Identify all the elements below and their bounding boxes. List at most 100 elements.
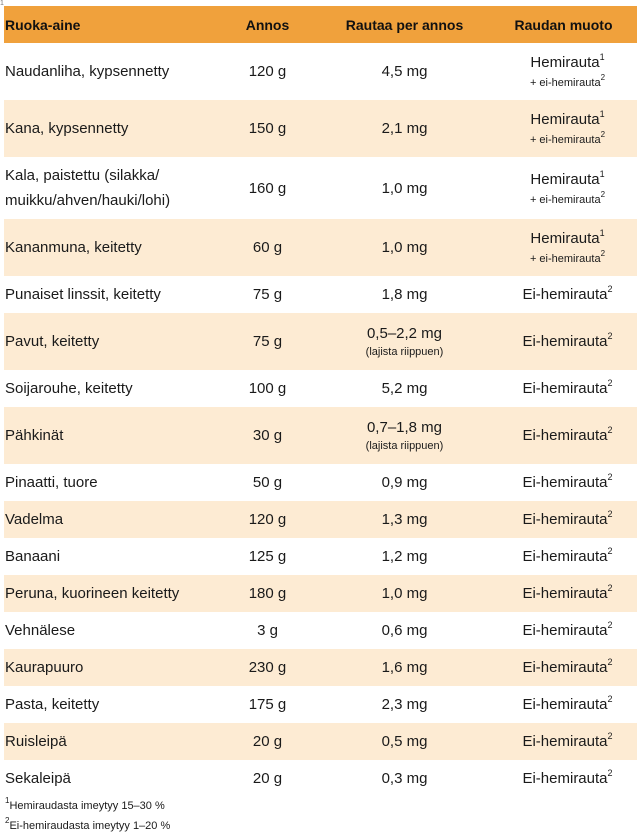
footnote-heme: 1Hemiraudasta imeytyy 15–30 % [5,796,170,816]
iron-amount: 1,2 mg [381,548,428,565]
iron-amount: 1,0 mg [381,179,428,197]
cell-iron-form: Ei-hemirauta2 [490,538,637,575]
cell-iron-form: Ei-hemirauta2 [490,760,637,797]
iron-form: Ei-hemirauta2 [498,285,637,304]
food-name: Naudanliha, kypsennetty [5,63,170,80]
footnote-heme-marker: 1 [5,796,10,806]
iron-form: Ei-hemirauta2 [498,378,637,398]
iron-form-label: Ei-hemirauta [522,333,608,350]
cell-food: Ruisleipä [4,723,216,760]
iron-form-footnote-marker: 1 [599,52,605,62]
cell-iron-form: Hemirauta1 + ei-hemirauta2 [490,157,637,219]
iron-form-label: Ei-hemirauta [522,286,608,303]
iron-amount: 0,9 mg [381,474,428,491]
iron-amount: 0,5 mg [381,733,428,750]
table-body: Naudanliha, kypsennetty 120 g 4,5 mg Hemira… [4,43,637,797]
iron-form: Hemirauta1 [498,110,637,129]
table-row: Sekaleipä 20 g 0,3 mg Ei-hemirauta2 [4,760,637,797]
food-name: Peruna, kuorineen keitetty [5,585,180,602]
cell-food: Pähkinät [4,407,216,464]
iron-form-label: Ei-hemirauta [522,770,608,787]
iron-form: Ei-hemirauta2 [498,332,637,351]
iron-form-extra-label: + ei-hemirauta [529,77,601,89]
iron-form-footnote-marker: 2 [607,472,613,482]
iron-form: Ei-hemirauta2 [498,621,637,640]
iron-form-extra-footnote-marker: 2 [600,73,606,83]
table-row: Soijarouhe, keitetty 100 g 5,2 mg Ei-hemira… [4,370,637,407]
cell-iron: 0,9 mg [319,464,490,501]
iron-form-footnote-marker: 2 [607,657,613,667]
table-row: Banaani 125 g 1,2 mg Ei-hemirauta2 [4,538,637,575]
cell-portion: 50 g [252,474,283,491]
table-row: Kala, paistettu (silakka/ muikku/ahven/h… [4,157,637,219]
table-row: Kana, kypsennetty 150 g 2,1 mg Hemirauta1 + … [4,100,637,157]
food-name: Pasta, keitetty [5,696,100,713]
cell-food: Naudanliha, kypsennetty [4,43,216,100]
iron-content-table: Ruoka-aine Annos Rautaa per annos Raudan… [4,6,637,797]
iron-form-footnote-marker: 2 [607,425,613,435]
food-name: Pinaatti, tuore [5,474,98,491]
iron-form-extra-label: + ei-hemirauta [529,253,601,265]
iron-form-footnote-marker: 2 [607,546,613,556]
cell-portion: 75 g [252,286,283,303]
iron-form-footnote-marker: 2 [607,378,613,388]
iron-form-footnote-marker: 1 [599,168,605,179]
cell-iron: 2,1 mg [319,100,490,157]
cell-iron: 0,3 mg [319,760,490,797]
iron-amount: 0,7–1,8 mg [366,419,443,436]
table-row: Vehnälese 3 g 0,6 mg Ei-hemirauta2 [4,612,637,649]
iron-amount: 2,3 mg [381,696,428,713]
iron-amount: 1,3 mg [381,511,428,528]
food-name: Pähkinät [5,427,64,444]
iron-form-extra-footnote-marker: 2 [600,249,606,259]
cell-food: Banaani [4,538,216,575]
iron-form: Ei-hemirauta2 [498,657,637,677]
cell-iron: 1,0 mg [319,157,490,219]
cell-iron: 2,3 mg [319,686,490,723]
iron-form-extra: + ei-hemirauta2 [498,74,637,89]
table-row: Vadelma 120 g 1,3 mg Ei-hemirauta2 [4,501,637,538]
iron-amount: 1,8 mg [381,286,428,303]
cell-food: Sekaleipä [4,760,216,797]
cell-iron-form: Ei-hemirauta2 [490,370,637,407]
cell-iron-form: Hemirauta1 + ei-hemirauta2 [490,43,637,100]
cell-iron: 1,3 mg [319,501,490,538]
cell-iron: 0,6 mg [319,612,490,649]
iron-form: Ei-hemirauta2 [498,732,637,751]
iron-form-extra-footnote-marker: 2 [600,189,606,199]
cell-iron: 1,2 mg [319,538,490,575]
cell-food: Kana, kypsennetty [4,100,216,157]
iron-form-label: Ei-hemirauta [522,733,608,750]
cell-iron-form: Ei-hemirauta2 [490,407,637,464]
food-name: Vadelma [5,511,64,528]
cell-iron: 4,5 mg [319,43,490,100]
footnote-non-heme-text: Ei-hemiraudasta imeytyy 1–20 % [9,820,171,832]
iron-form-label: Ei-hemirauta [522,585,608,602]
iron-form: Ei-hemirauta2 [498,425,637,445]
food-name: Kaurapuuro [5,659,84,676]
cell-portion: 100 g [248,380,287,397]
iron-form-label: Ei-hemirauta [522,474,608,491]
corner-mark: 1 [0,0,4,7]
iron-form-footnote-marker: 2 [607,768,613,778]
cell-portion: 125 g [248,548,287,565]
footnote-heme-text: Hemiraudasta imeytyy 15–30 % [9,800,165,812]
iron-amount: 1,0 mg [381,239,428,256]
cell-iron: 5,2 mg [319,370,490,407]
iron-form: Ei-hemirauta2 [498,768,637,788]
table-row: Punaiset linssit, keitetty 75 g 1,8 mg Ei-h… [4,276,637,313]
cell-portion: 160 g [248,179,287,197]
food-name: Punaiset linssit, keitetty [5,286,161,303]
cell-iron-form: Ei-hemirauta2 [490,276,637,313]
iron-form-label: Hemirauta [530,111,600,128]
iron-form-label: Hemirauta [530,170,600,188]
cell-portion: 30 g [216,407,319,464]
cell-iron-form: Ei-hemirauta2 [490,464,637,501]
cell-food: Vadelma [4,501,216,538]
cell-portion: 20 g [216,723,319,760]
cell-iron: 1,0 mg [319,219,490,276]
footnote-non-heme-marker: 2 [5,816,10,826]
cell-food: Kananmuna, keitetty [4,219,216,276]
iron-form: Ei-hemirauta2 [498,694,637,714]
iron-form-footnote-marker: 2 [607,694,613,704]
